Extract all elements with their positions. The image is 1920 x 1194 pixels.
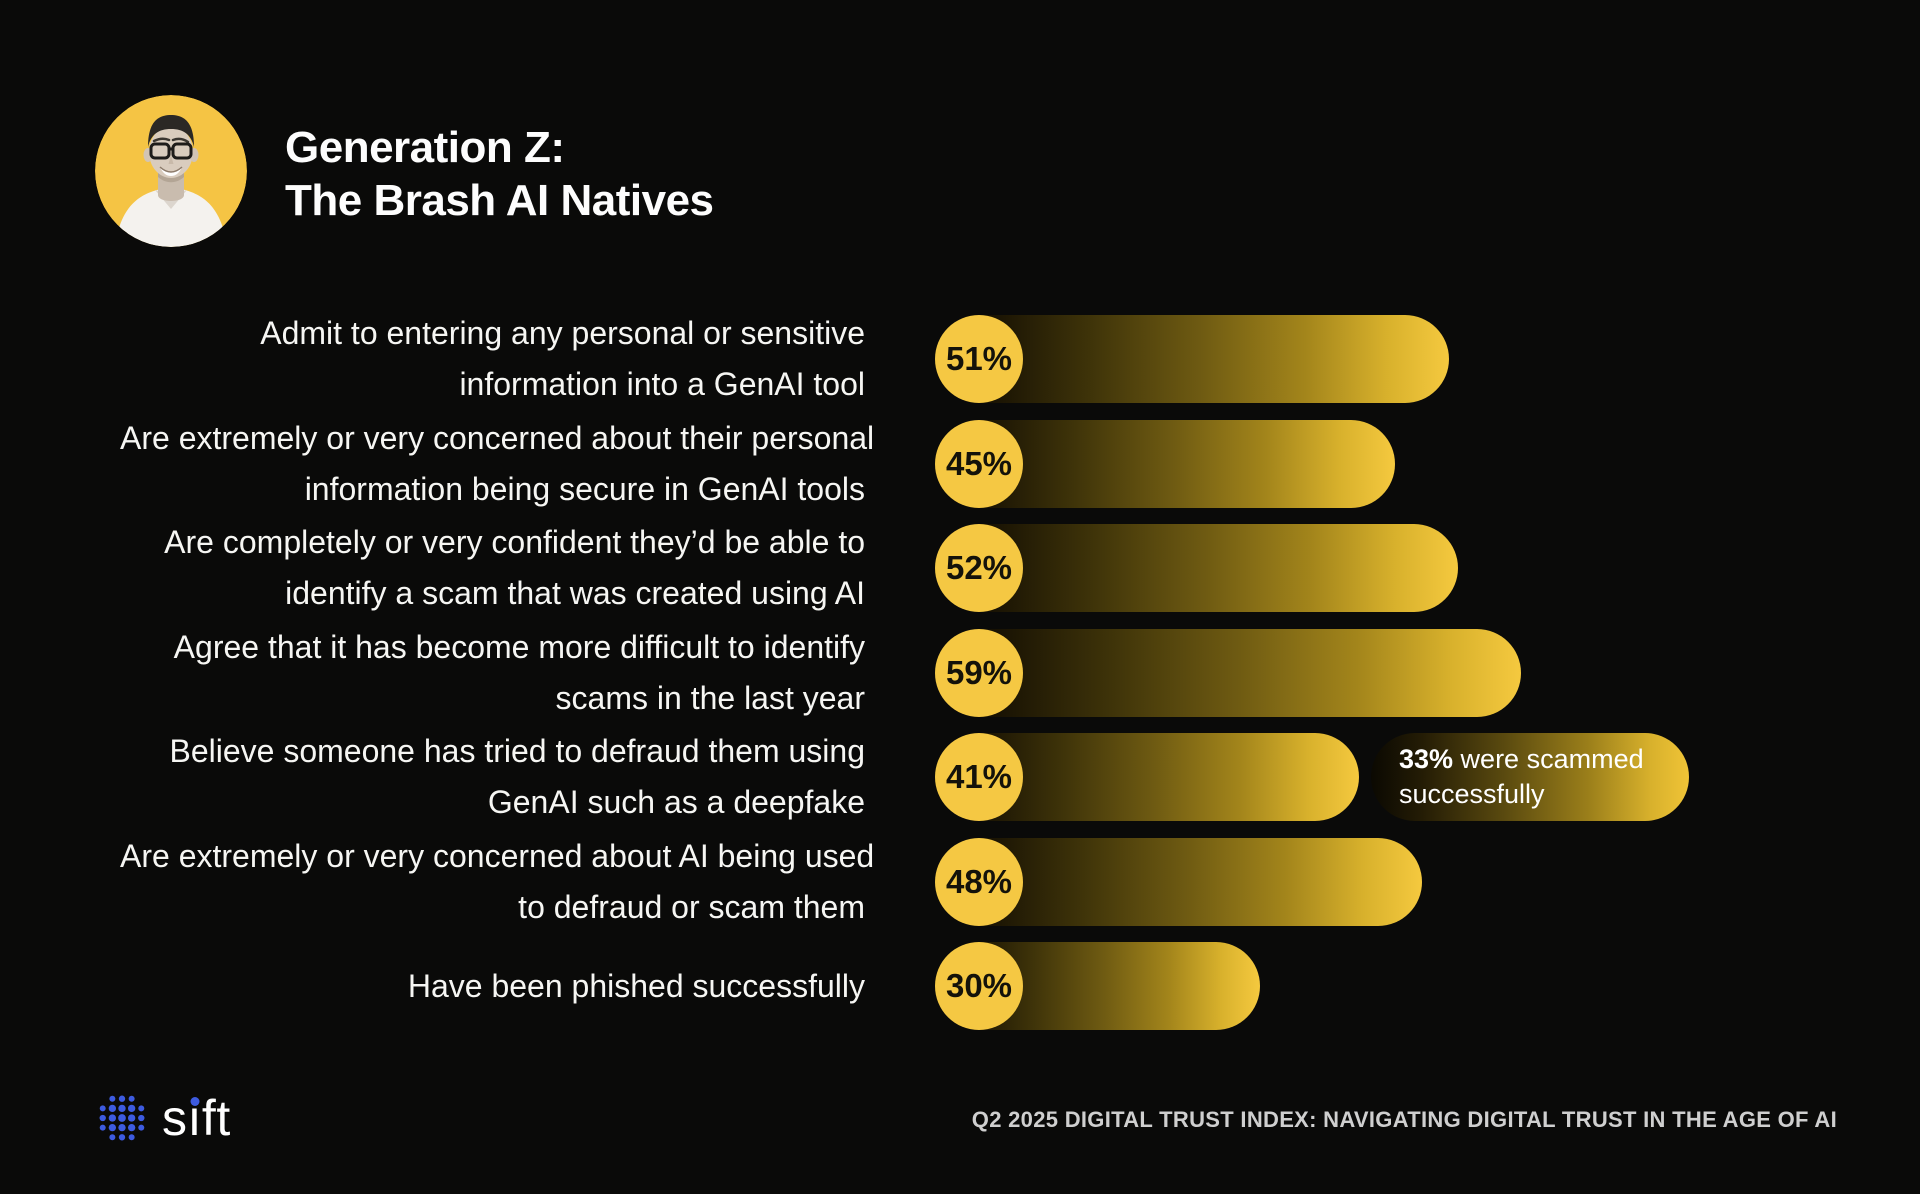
bar-label-line: Agree that it has become more difficult …: [173, 628, 865, 665]
chart-row: Admit to entering any personal or sensit…: [120, 307, 1820, 412]
bar-label-line: information being secure in GenAI tools: [304, 470, 865, 507]
page-title-line1: Generation Z:: [285, 123, 565, 172]
bar-label-line: information into a GenAI tool: [459, 366, 865, 403]
sift-logo: sı ft: [95, 1090, 231, 1146]
bar-label: Have been phished successfully: [120, 961, 865, 1012]
bar-track: 41% 33% were scammed successfully: [935, 733, 1705, 822]
bar-label-line: Are completely or very confident they’d …: [164, 524, 865, 561]
annotation-value: 33%: [1399, 744, 1454, 775]
page-title: Generation Z: The Brash AI Natives: [285, 121, 714, 227]
bar-track: 52%: [935, 524, 1705, 613]
bar-label: Are extremely or very concerned about AI…: [120, 831, 875, 933]
bar-chart: Admit to entering any personal or sensit…: [120, 307, 1820, 1039]
chart-row: Are extremely or very concerned about th…: [120, 412, 1820, 517]
bar-label-line: scams in the last year: [555, 679, 865, 716]
chart-row: Have been phished successfully 30%: [120, 934, 1820, 1039]
annotation-pill: 33% were scammed successfully: [1371, 733, 1689, 822]
value-badge: 59%: [935, 628, 1023, 717]
bar-label: Are completely or very confident they’d …: [120, 517, 865, 619]
sift-logo-text: sı ft: [162, 1090, 231, 1146]
bar-label: Agree that it has become more difficult …: [120, 622, 865, 724]
value-badge: 41%: [935, 733, 1023, 822]
value-badge: 51%: [935, 315, 1023, 404]
bar-track: 45%: [935, 419, 1705, 508]
bar-label: Admit to entering any personal or sensit…: [120, 308, 865, 410]
bar-label-line: Are extremely or very concerned about AI…: [120, 837, 875, 874]
page-title-line2: The Brash AI Natives: [285, 176, 714, 225]
bar-label-line: Believe someone has tried to defraud the…: [169, 733, 865, 770]
bar-track: 30%: [935, 942, 1705, 1031]
chart-row: Are extremely or very concerned about AI…: [120, 830, 1820, 935]
bar-track: 48%: [935, 837, 1705, 926]
value-badge: 48%: [935, 837, 1023, 926]
bar-track: 51%: [935, 315, 1705, 404]
bar-label-line: Are extremely or very concerned about th…: [120, 419, 875, 456]
value-badge: 52%: [935, 524, 1023, 613]
report-title: Q2 2025 DIGITAL TRUST INDEX: NAVIGATING …: [971, 1107, 1837, 1132]
bar-label-line: Admit to entering any personal or sensit…: [260, 315, 865, 352]
chart-row: Agree that it has become more difficult …: [120, 621, 1820, 726]
brand-i-dot-icon: [190, 1097, 200, 1106]
bar-label-line: GenAI such as a deepfake: [487, 784, 865, 821]
bar-label-line: to defraud or scam them: [518, 888, 865, 925]
bar-track: 59%: [935, 628, 1705, 717]
bar-label-line: identify a scam that was created using A…: [285, 575, 865, 612]
chart-row: Are completely or very confident they’d …: [120, 516, 1820, 621]
value-badge: 30%: [935, 942, 1023, 1031]
bar-label: Are extremely or very concerned about th…: [120, 413, 875, 515]
avatar: [95, 95, 247, 247]
bar: [935, 628, 1521, 717]
brand-letter-i: ı: [187, 1090, 202, 1146]
bar-label-line: Have been phished successfully: [407, 967, 865, 1004]
avatar-portrait-icon: [95, 95, 247, 247]
chart-row: Believe someone has tried to defraud the…: [120, 725, 1820, 830]
value-badge: 45%: [935, 419, 1023, 508]
bar-label: Believe someone has tried to defraud the…: [120, 726, 865, 828]
sift-logo-mark-icon: [99, 1095, 145, 1141]
